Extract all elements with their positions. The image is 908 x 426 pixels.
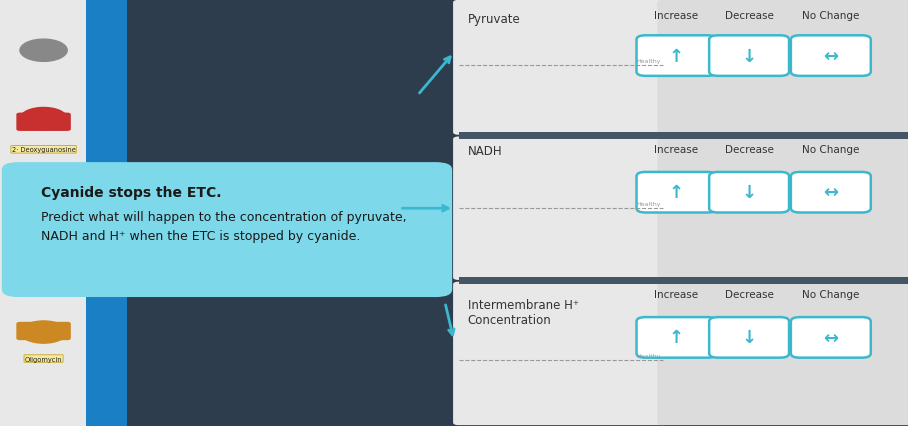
Text: ↓: ↓ (742, 47, 756, 66)
FancyBboxPatch shape (459, 133, 908, 140)
Text: No Change: No Change (802, 290, 860, 299)
Text: No Change: No Change (802, 145, 860, 155)
Circle shape (20, 321, 67, 343)
FancyBboxPatch shape (637, 173, 716, 213)
FancyBboxPatch shape (709, 317, 789, 358)
Text: ↑: ↑ (669, 47, 684, 66)
Circle shape (20, 108, 67, 130)
FancyBboxPatch shape (86, 0, 127, 426)
Text: Increase: Increase (655, 11, 698, 20)
Text: ↓: ↓ (742, 184, 756, 202)
FancyBboxPatch shape (16, 113, 71, 132)
Circle shape (20, 40, 67, 62)
FancyBboxPatch shape (453, 282, 668, 425)
Text: Pyruvate: Pyruvate (468, 13, 520, 26)
Text: Intermembrane H⁺
Concentration: Intermembrane H⁺ Concentration (468, 298, 578, 326)
Text: Healthy: Healthy (637, 353, 661, 358)
FancyBboxPatch shape (709, 173, 789, 213)
Text: 2· Deoxyguanosine: 2· Deoxyguanosine (12, 147, 75, 153)
Text: Decrease: Decrease (725, 145, 774, 155)
FancyBboxPatch shape (637, 36, 716, 77)
Text: Healthy: Healthy (637, 201, 661, 207)
Text: ↑: ↑ (669, 328, 684, 347)
Text: Decrease: Decrease (725, 290, 774, 299)
FancyBboxPatch shape (657, 282, 908, 425)
Text: Cyanide stops the ETC.: Cyanide stops the ETC. (41, 185, 222, 199)
Text: Increase: Increase (655, 145, 698, 155)
Text: ↔: ↔ (824, 328, 838, 347)
Text: Oligomycin: Oligomycin (25, 356, 63, 362)
Text: Healthy: Healthy (637, 59, 661, 64)
FancyBboxPatch shape (657, 137, 908, 280)
FancyBboxPatch shape (459, 278, 908, 285)
Circle shape (20, 170, 67, 192)
FancyBboxPatch shape (453, 137, 668, 280)
Text: ↔: ↔ (824, 184, 838, 202)
FancyBboxPatch shape (791, 173, 871, 213)
Text: Increase: Increase (655, 290, 698, 299)
FancyBboxPatch shape (2, 163, 452, 297)
Text: NADH: NADH (468, 145, 502, 158)
FancyBboxPatch shape (453, 1, 668, 135)
FancyBboxPatch shape (16, 322, 71, 340)
FancyBboxPatch shape (791, 317, 871, 358)
Text: Decrease: Decrease (725, 11, 774, 20)
FancyBboxPatch shape (0, 0, 86, 426)
FancyBboxPatch shape (791, 36, 871, 77)
Text: Predict what will happen to the concentration of pyruvate,
NADH and H⁺ when the : Predict what will happen to the concentr… (41, 211, 407, 243)
FancyBboxPatch shape (709, 36, 789, 77)
Text: No Change: No Change (802, 11, 860, 20)
FancyBboxPatch shape (637, 317, 716, 358)
Text: ↓: ↓ (742, 328, 756, 347)
FancyBboxPatch shape (657, 1, 908, 135)
Text: ↑: ↑ (669, 184, 684, 202)
Text: ↔: ↔ (824, 47, 838, 66)
